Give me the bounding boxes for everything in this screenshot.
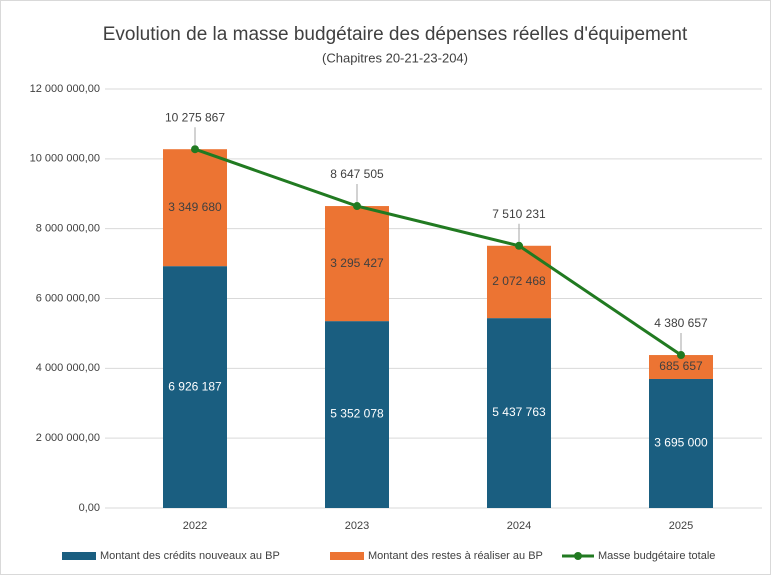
legend-swatch [574, 552, 582, 560]
bar-segment [649, 378, 713, 508]
x-tick-label: 2024 [507, 520, 531, 532]
y-tick-label: 0,00 [79, 502, 100, 514]
line-marker [677, 351, 685, 360]
data-label: 5 437 763 [492, 405, 546, 419]
legend-swatch [62, 552, 96, 560]
chart-title: Evolution de la masse budgétaire des dép… [103, 24, 688, 45]
bar-segment [649, 355, 713, 379]
bar-segment [325, 206, 389, 322]
y-tick-label: 10 000 000,00 [30, 153, 100, 165]
y-tick-label: 12 000 000,00 [30, 83, 100, 95]
data-label: 6 926 187 [168, 379, 222, 393]
data-label: 7 510 231 [492, 207, 546, 221]
x-tick-label: 2022 [183, 520, 207, 532]
y-tick-label: 2 000 000,00 [36, 432, 100, 444]
line-marker [515, 241, 523, 250]
data-label: 5 352 078 [330, 407, 384, 421]
bar-segment [487, 318, 551, 508]
line-marker [191, 145, 199, 154]
legend-label: Montant des crédits nouveaux au BP [100, 550, 280, 562]
line-series [194, 147, 682, 357]
data-label: 10 275 867 [165, 110, 225, 124]
y-tick-label: 8 000 000,00 [36, 223, 100, 235]
x-tick-label: 2023 [345, 520, 369, 532]
data-label: 685 657 [659, 359, 703, 373]
legend-label: Masse budgétaire totale [598, 550, 715, 562]
data-label: 3 295 427 [330, 256, 384, 270]
legend-label: Montant des restes à réaliser au BP [368, 550, 543, 562]
bar-segment [163, 149, 227, 267]
y-tick-label: 4 000 000,00 [36, 362, 100, 374]
x-tick-label: 2025 [669, 520, 693, 532]
data-label: 2 072 468 [492, 274, 546, 288]
y-tick-label: 6 000 000,00 [36, 292, 100, 304]
legend-swatch [330, 552, 364, 560]
line-marker [353, 202, 361, 211]
data-label: 3 695 000 [654, 436, 708, 450]
bar-segment [163, 266, 227, 508]
data-label: 8 647 505 [330, 167, 384, 181]
data-label: 3 349 680 [168, 200, 222, 214]
bar-segment [487, 245, 551, 319]
data-label: 4 380 657 [654, 316, 708, 330]
chart-subtitle: (Chapitres 20-21-23-204) [322, 50, 468, 65]
bar-segment [325, 321, 389, 508]
